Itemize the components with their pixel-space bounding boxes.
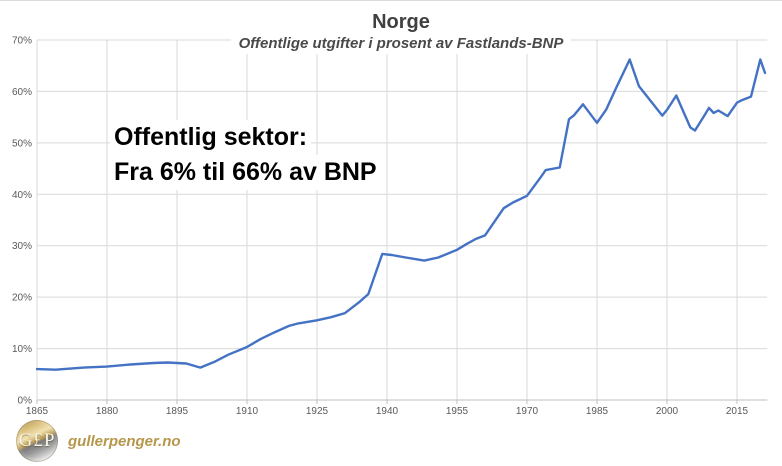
annotation-textbox: Offentlig sektor: Fra 6% til 66% av BNP [110,120,381,190]
y-tick-label: 50% [12,138,32,149]
footer-branding: G£P gullerpenger.no [16,419,181,463]
y-tick-label: 20% [12,293,32,304]
x-tick-label: 1895 [166,406,189,417]
x-tick-label: 1880 [96,406,119,417]
y-tick-label: 30% [12,241,32,252]
annotation-line-2: Fra 6% til 66% av BNP [110,155,381,190]
coin-logo: G£P [16,420,58,462]
coin-monogram: G£P [18,430,56,451]
y-tick-label: 60% [12,87,32,98]
y-tick-label: 40% [12,190,32,201]
x-tick-label: 1940 [376,406,399,417]
x-tick-label: 1910 [236,406,259,417]
x-tick-label: 2000 [656,406,679,417]
x-tick-label: 1970 [516,406,539,417]
x-tick-label: 2015 [726,406,749,417]
y-tick-label: 70% [12,36,32,47]
series-line [35,58,767,371]
x-tick-label: 1925 [306,406,329,417]
x-tick-label: 1985 [586,406,609,417]
x-tick-label: 1955 [446,406,469,417]
annotation-line-1: Offentlig sektor: [110,120,312,155]
site-name: gullerpenger.no [68,432,181,450]
y-tick-label: 0% [18,396,33,407]
y-tick-label: 10% [12,344,32,355]
x-tick-label: 1865 [26,406,49,417]
